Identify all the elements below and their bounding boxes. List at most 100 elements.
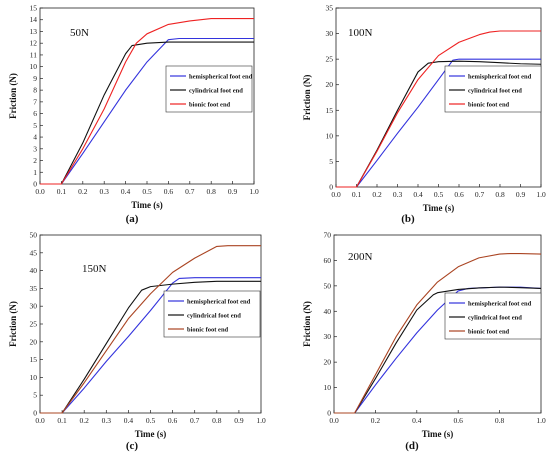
series-line-3 — [334, 253, 542, 414]
y-tick-label: 15 — [30, 4, 38, 13]
panel-label: (a) — [126, 213, 139, 225]
panel-label: (b) — [401, 213, 415, 225]
legend-entry-3: bionic foot end — [187, 326, 229, 333]
x-tick-label: 0.1 — [352, 190, 362, 199]
y-tick-label: 50 — [30, 231, 38, 240]
x-tick-label: 0.5 — [146, 416, 156, 425]
x-tick-label: 0.9 — [228, 187, 238, 196]
y-tick-label: 15 — [326, 106, 334, 115]
x-tick-label: 0.2 — [371, 416, 381, 425]
x-tick-label: 0.4 — [413, 190, 423, 199]
y-tick-label: 60 — [324, 256, 332, 265]
series-line-3 — [40, 245, 261, 414]
chart-panel-1: 0.0 0.1 0.2 0.3 0.4 0.5 0.6 0.7 0.8 0.9 1.00123456… — [8, 4, 259, 226]
y-tick-label: 11 — [30, 50, 37, 59]
y-tick-label: 40 — [30, 266, 38, 275]
series-line-1 — [40, 277, 261, 414]
x-tick-label: 1.0 — [536, 416, 546, 425]
x-tick-label: 0.0 — [331, 190, 341, 199]
y-tick-label: 9 — [33, 74, 37, 83]
y-tick-label: 10 — [326, 131, 334, 140]
x-tick-label: 0.0 — [35, 416, 45, 425]
y-tick-label: 4 — [33, 133, 37, 142]
y-tick-label: 8 — [33, 86, 37, 95]
x-tick-label: 0.6 — [168, 416, 178, 425]
y-axis-label: Friction (N) — [8, 301, 18, 347]
legend-entry-2: cylindrical foot end — [468, 314, 522, 321]
legend-entry-1: hemispherical foot end — [468, 300, 532, 307]
y-axis-label: Friction (N) — [302, 301, 312, 347]
series-line-2 — [40, 280, 261, 414]
x-tick-label: 0.6 — [454, 416, 464, 425]
legend: hemispherical foot end cylindrical foot e… — [444, 65, 542, 113]
series-line-2 — [40, 41, 254, 185]
y-tick-label: 5 — [329, 157, 333, 166]
y-axis-label: Friction (N) — [8, 73, 18, 119]
series-line-2 — [334, 286, 542, 414]
x-tick-label: 0.3 — [393, 190, 403, 199]
panel-label: (d) — [405, 440, 419, 452]
y-tick-label: 70 — [324, 231, 332, 240]
chart-panel-4: 0.0 0.2 0.4 0.6 0.8 1.0 0 10 20 30 40 50 60 70 Time (s… — [302, 231, 546, 453]
y-tick-label: 1 — [33, 168, 37, 177]
x-tick-label: 1.0 — [256, 416, 266, 425]
y-tick-label: 20 — [326, 80, 334, 89]
x-tick-label: 0.0 — [35, 187, 45, 196]
x-axis-label: Time (s) — [131, 200, 163, 210]
x-tick-label: 0.9 — [234, 416, 244, 425]
y-tick-label: 30 — [324, 332, 332, 341]
y-tick-label: 3 — [33, 144, 37, 153]
y-tick-label: 7 — [33, 97, 37, 106]
x-tick-label: 0.6 — [454, 190, 464, 199]
y-tick-label: 50 — [324, 281, 332, 290]
load-annotation: 200N — [348, 251, 373, 263]
series-line-3 — [336, 30, 541, 188]
y-tick-label: 10 — [324, 383, 332, 392]
x-tick-label: 0.1 — [57, 416, 67, 425]
x-tick-label: 0.8 — [495, 190, 505, 199]
legend-entry-1: hemispherical foot end — [468, 73, 532, 80]
y-tick-label: 35 — [30, 284, 38, 293]
y-tick-label: 30 — [326, 29, 334, 38]
x-tick-label: 0.1 — [57, 187, 67, 196]
x-tick-label: 0.4 — [412, 416, 422, 425]
legend: hemispherical foot end cylindrical foot e… — [444, 292, 542, 340]
y-tick-label: 20 — [324, 358, 332, 367]
x-tick-label: 0.5 — [142, 187, 152, 196]
legend-entry-3: bionic foot end — [189, 101, 231, 108]
chart-panel-3: 0.0 0.1 0.2 0.3 0.4 0.5 0.6 0.7 0.8 0.9 1.0 0 5 10 15 2… — [8, 231, 266, 453]
x-tick-label: 0.5 — [434, 190, 444, 199]
legend-entry-3: bionic foot end — [468, 328, 510, 335]
x-axis-label: Time (s) — [422, 429, 454, 439]
x-tick-label: 0.4 — [121, 187, 131, 196]
x-tick-label: 0.6 — [164, 187, 174, 196]
y-tick-label: 0 — [33, 409, 37, 418]
y-tick-label: 45 — [30, 248, 38, 257]
x-tick-label: 0.3 — [100, 187, 110, 196]
x-tick-label: 0.8 — [212, 416, 222, 425]
y-tick-label: 2 — [33, 156, 37, 165]
legend-entry-2: cylindrical foot end — [468, 87, 522, 94]
load-annotation: 150N — [82, 263, 107, 275]
y-tick-label: 10 — [30, 62, 38, 71]
x-axis-label: Time (s) — [423, 203, 455, 213]
x-tick-label: 0.7 — [475, 190, 485, 199]
x-tick-label: 0.8 — [495, 416, 505, 425]
legend-entry-1: hemispherical foot end — [189, 73, 253, 80]
legend-entry-2: cylindrical foot end — [189, 87, 243, 94]
y-tick-label: 5 — [33, 121, 37, 130]
y-tick-label: 0 — [327, 409, 331, 418]
y-tick-label: 30 — [30, 302, 38, 311]
x-tick-label: 0.3 — [102, 416, 112, 425]
x-tick-label: 1.0 — [536, 190, 546, 199]
legend: hemispherical foot end cylindrical foot e… — [163, 290, 261, 338]
y-tick-label: 10 — [30, 373, 38, 382]
x-tick-label: 0.2 — [372, 190, 382, 199]
chart-panel-2: 0.0 0.1 0.2 0.3 0.4 0.5 0.6 0.7 0.8 0.9 1.0 0 5 10 15 2… — [302, 4, 546, 226]
series-line-3 — [40, 18, 254, 185]
x-tick-label: 0.2 — [80, 416, 90, 425]
y-axis-label: Friction (N) — [302, 75, 312, 121]
series-line-1 — [40, 37, 254, 185]
y-tick-label: 13 — [30, 27, 38, 36]
